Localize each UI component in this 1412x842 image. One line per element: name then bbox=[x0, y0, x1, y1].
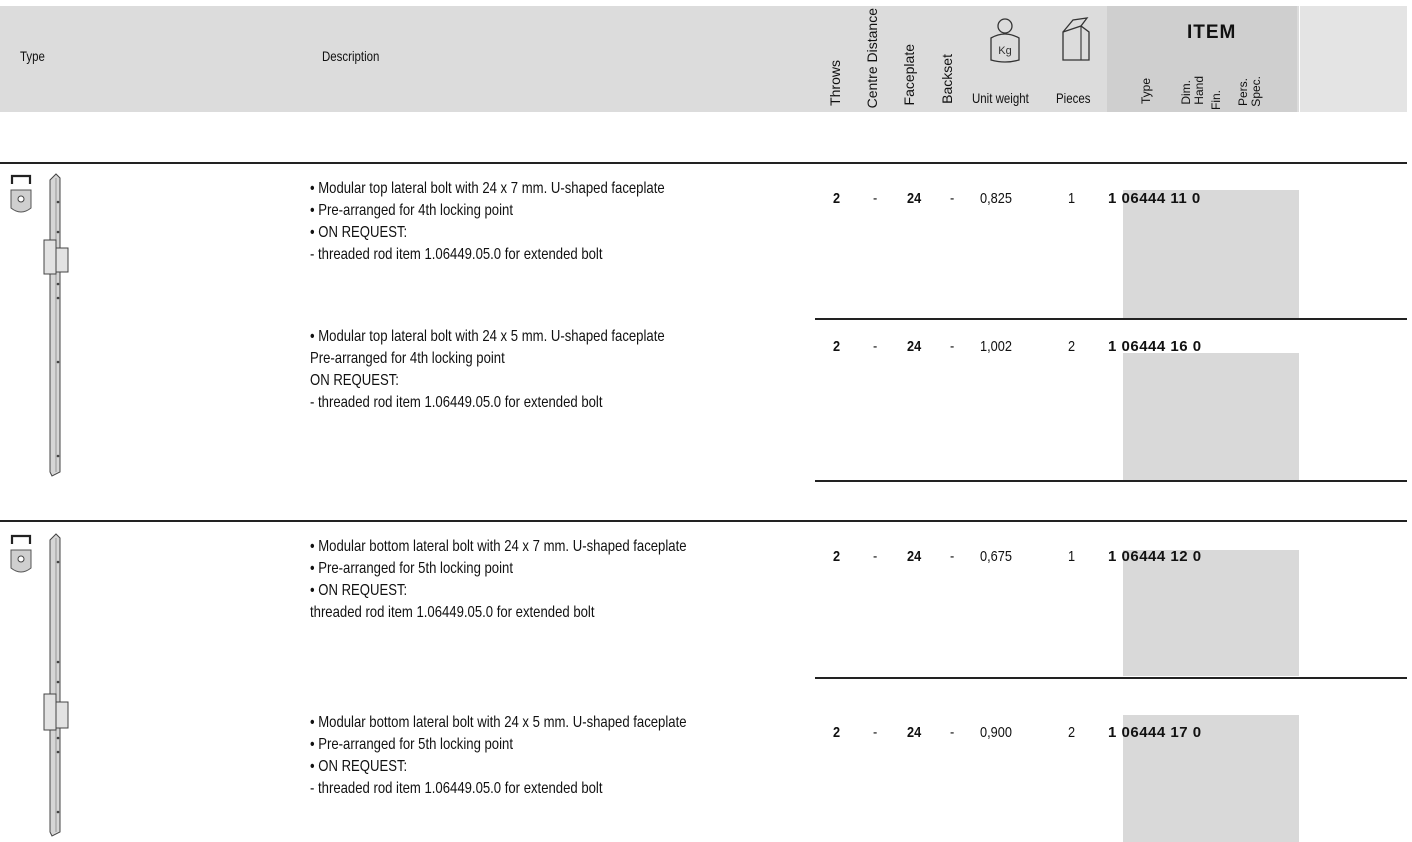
group-divider-top bbox=[0, 162, 1407, 164]
top-lateral-bolt-icon bbox=[43, 173, 69, 477]
svg-text:Kg: Kg bbox=[998, 45, 1011, 57]
group-divider-middle bbox=[0, 520, 1407, 522]
cell-centre-distance: - bbox=[873, 724, 878, 741]
faceplate-profile-icon bbox=[10, 534, 32, 573]
bottom-lateral-bolt-icon bbox=[43, 533, 69, 837]
cell-throws: 2 bbox=[833, 190, 841, 207]
description-line: Pre-arranged for 4th locking point bbox=[310, 350, 505, 367]
row-description: Modular bottom lateral bolt with 24 x 7 … bbox=[310, 536, 687, 624]
row-description: Modular top lateral bolt with 24 x 5 mm.… bbox=[310, 326, 665, 414]
header-item-type: Type bbox=[1139, 78, 1153, 105]
row-description: Modular bottom lateral bolt with 24 x 5 … bbox=[310, 712, 687, 800]
item-code-cell bbox=[1123, 353, 1299, 480]
row-divider bbox=[815, 480, 1407, 482]
item-code-number: 06444 16 0 bbox=[1121, 338, 1202, 355]
header-description: Description bbox=[322, 48, 380, 64]
row-description: Modular top lateral bolt with 24 x 7 mm.… bbox=[310, 178, 665, 266]
item-code-number: 06444 11 0 bbox=[1121, 190, 1201, 207]
header-backset: Backset bbox=[939, 54, 955, 104]
description-line: ON REQUEST: bbox=[310, 372, 399, 389]
description-line: - threaded rod item 1.06449.05.0 for ext… bbox=[310, 246, 603, 263]
header-centre-distance: Centre Distance bbox=[864, 8, 880, 109]
item-code-prefix: 1 bbox=[1108, 190, 1117, 207]
item-code-cell bbox=[1123, 715, 1299, 842]
cell-backset: - bbox=[950, 338, 955, 355]
cell-backset: - bbox=[950, 724, 955, 741]
cell-pieces: 1 bbox=[1068, 190, 1076, 207]
header-throws: Throws bbox=[827, 60, 843, 106]
header-item-title: ITEM bbox=[1187, 22, 1237, 43]
description-line: Pre-arranged for 5th locking point bbox=[310, 558, 687, 580]
header-tail bbox=[1300, 6, 1407, 112]
item-code: 1 06444 16 0 bbox=[1108, 338, 1202, 355]
cell-throws: 2 bbox=[833, 338, 841, 355]
cell-centre-distance: - bbox=[873, 190, 878, 207]
item-code-prefix: 1 bbox=[1108, 548, 1117, 565]
description-line: - threaded rod item 1.06449.05.0 for ext… bbox=[310, 394, 603, 411]
cell-centre-distance: - bbox=[873, 338, 878, 355]
cell-pieces: 1 bbox=[1068, 548, 1076, 565]
description-line: Modular bottom lateral bolt with 24 x 5 … bbox=[310, 712, 686, 734]
description-line: Modular top lateral bolt with 24 x 7 mm.… bbox=[310, 178, 664, 200]
cell-unit-weight: 1,002 bbox=[980, 338, 1012, 355]
description-line: Pre-arranged for 4th locking point bbox=[310, 200, 665, 222]
cell-unit-weight: 0,900 bbox=[980, 724, 1012, 741]
header-pieces: Pieces bbox=[1056, 90, 1091, 106]
header-type: Type bbox=[20, 48, 45, 64]
row-divider bbox=[815, 318, 1407, 320]
header-item-hand: Hand bbox=[1192, 76, 1206, 105]
item-code: 1 06444 17 0 bbox=[1108, 724, 1202, 741]
cell-centre-distance: - bbox=[873, 548, 878, 565]
description-line: threaded rod item 1.06449.05.0 for exten… bbox=[310, 604, 595, 621]
cell-faceplate: 24 bbox=[907, 548, 922, 565]
header-item-fin: Fin. bbox=[1209, 90, 1223, 111]
description-line: Modular bottom lateral bolt with 24 x 7 … bbox=[310, 536, 686, 558]
description-line: ON REQUEST: bbox=[310, 222, 665, 244]
cell-unit-weight: 0,675 bbox=[980, 548, 1012, 565]
cell-faceplate: 24 bbox=[907, 724, 922, 741]
table-header bbox=[0, 6, 1299, 112]
cell-pieces: 2 bbox=[1068, 338, 1076, 355]
item-code-cell bbox=[1123, 190, 1299, 318]
cell-backset: - bbox=[950, 190, 955, 207]
faceplate-profile-icon bbox=[10, 174, 32, 213]
header-faceplate: Faceplate bbox=[901, 44, 917, 106]
cell-unit-weight: 0,825 bbox=[980, 190, 1012, 207]
description-line: ON REQUEST: bbox=[310, 580, 687, 602]
header-item-spec: Spec. bbox=[1249, 76, 1263, 107]
item-code-prefix: 1 bbox=[1108, 724, 1117, 741]
item-code: 1 06444 11 0 bbox=[1108, 190, 1201, 207]
item-code-number: 06444 17 0 bbox=[1121, 724, 1202, 741]
cell-faceplate: 24 bbox=[907, 338, 922, 355]
cell-pieces: 2 bbox=[1068, 724, 1076, 741]
item-code-number: 06444 12 0 bbox=[1121, 548, 1202, 565]
header-item-pers: Pers. bbox=[1236, 78, 1250, 107]
item-header-block bbox=[1107, 6, 1297, 112]
cell-faceplate: 24 bbox=[907, 190, 922, 207]
item-code-prefix: 1 bbox=[1108, 338, 1117, 355]
cell-throws: 2 bbox=[833, 724, 841, 741]
description-line: Modular top lateral bolt with 24 x 5 mm.… bbox=[310, 326, 664, 348]
weight-icon: Kg bbox=[990, 18, 1020, 63]
description-line: Pre-arranged for 5th locking point bbox=[310, 734, 687, 756]
row-divider bbox=[815, 677, 1407, 679]
item-code: 1 06444 12 0 bbox=[1108, 548, 1202, 565]
header-item-dim: Dim. bbox=[1179, 80, 1193, 105]
description-line: ON REQUEST: bbox=[310, 756, 687, 778]
cell-backset: - bbox=[950, 548, 955, 565]
header-unit-weight: Unit weight bbox=[972, 90, 1029, 106]
description-line: - threaded rod item 1.06449.05.0 for ext… bbox=[310, 780, 603, 797]
item-code-cell bbox=[1123, 550, 1299, 676]
cell-throws: 2 bbox=[833, 548, 841, 565]
box-icon bbox=[1062, 17, 1090, 61]
